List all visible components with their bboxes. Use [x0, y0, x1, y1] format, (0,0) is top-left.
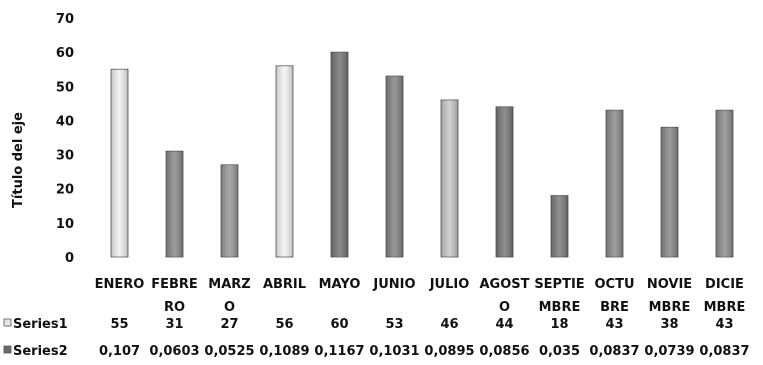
series-name: Series2 — [13, 344, 68, 359]
data-table-cell: 0,0837 — [589, 344, 639, 359]
data-table-cell: 0,0837 — [699, 344, 749, 359]
category-label: ENERO — [95, 277, 145, 292]
category-label: FEBRE — [151, 277, 198, 292]
category-label: MBRE — [649, 300, 691, 315]
bar-shading — [166, 151, 183, 257]
bar-shading — [441, 99, 458, 257]
data-table-cell: 0,0739 — [644, 344, 694, 359]
data-table-cell: 60 — [330, 317, 348, 332]
data-table-cell: 43 — [715, 317, 733, 332]
bar-shading — [716, 110, 733, 257]
y-tick-label: 30 — [56, 149, 74, 164]
category-label: NOVIE — [647, 277, 692, 292]
y-tick-label: 40 — [56, 114, 74, 129]
data-table-cell: 0,035 — [539, 344, 580, 359]
data-table: Series1 55 31 27 56 60 53 46 44 18 43 38 43 Series2 0,… — [3, 317, 750, 359]
y-tick-label: 60 — [56, 46, 74, 61]
data-table-cell: 0,1089 — [259, 344, 309, 359]
category-label: OCTU — [594, 277, 634, 292]
y-tick-label: 50 — [56, 80, 74, 95]
data-table-cell: 0,0856 — [479, 344, 529, 359]
data-table-cell: 0,1031 — [369, 344, 419, 359]
category-label: JULIO — [429, 277, 470, 292]
category-label: O — [224, 300, 235, 315]
data-table-cell: 55 — [110, 317, 128, 332]
bar-shading — [496, 106, 513, 258]
data-table-cell: 18 — [550, 317, 568, 332]
legend-key — [3, 318, 12, 327]
y-tick-labels: 0 10 20 30 40 50 60 70 — [56, 12, 74, 266]
data-table-cell: 0,107 — [99, 344, 140, 359]
category-label: SEPTIE — [534, 277, 584, 292]
data-table-cell: 56 — [275, 317, 293, 332]
bar-shading — [386, 76, 403, 258]
bar-shading — [551, 195, 568, 257]
data-table-cell: 0,1167 — [314, 344, 364, 359]
bar-shading — [111, 69, 128, 257]
bar-shading — [661, 127, 678, 257]
category-label: MAYO — [319, 277, 361, 292]
data-table-cell: 31 — [165, 317, 183, 332]
data-table-cell: 46 — [440, 317, 458, 332]
y-tick-label: 0 — [65, 251, 74, 266]
category-label: DICIE — [705, 277, 744, 292]
bar-shading — [331, 52, 348, 258]
data-table-cell: 44 — [495, 317, 513, 332]
legend-key — [3, 345, 12, 354]
data-table-cell: 53 — [385, 317, 403, 332]
bar-shading — [276, 65, 293, 257]
category-labels: ENERO FEBRE RO MARZ O ABRIL MAYO JUNIO JULIO AGOS… — [95, 277, 746, 315]
category-label: JUNIO — [372, 277, 415, 292]
bar-shading — [221, 164, 238, 257]
y-tick-label: 70 — [56, 12, 74, 27]
y-tick-label: 10 — [56, 217, 74, 232]
data-table-cell: 38 — [660, 317, 678, 332]
y-tick-label: 20 — [56, 183, 74, 198]
bars — [110, 51, 734, 258]
category-label: MBRE — [539, 300, 581, 315]
category-label: MBRE — [704, 300, 746, 315]
category-label: RO — [164, 300, 185, 315]
bar-shading — [606, 110, 623, 257]
category-label: O — [499, 300, 510, 315]
category-label: MARZ — [208, 277, 250, 292]
data-table-cell: 43 — [605, 317, 623, 332]
category-label: BRE — [600, 300, 629, 315]
data-table-cell: 0,0525 — [204, 344, 254, 359]
category-label: AGOST — [479, 277, 529, 292]
data-table-cell: 0,0603 — [149, 344, 199, 359]
data-table-cell: 0,0895 — [424, 344, 474, 359]
data-table-cell: 27 — [220, 317, 238, 332]
y-axis-label: Título del eje — [11, 112, 26, 208]
category-label: ABRIL — [263, 277, 306, 292]
series-name: Series1 — [13, 317, 68, 332]
